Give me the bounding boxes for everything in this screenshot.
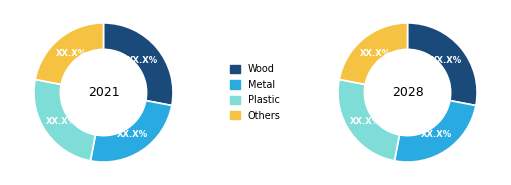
Text: XX.X%: XX.X% — [431, 56, 462, 65]
Wedge shape — [407, 23, 477, 105]
Wedge shape — [338, 80, 400, 161]
Wedge shape — [34, 80, 96, 161]
Text: XX.X%: XX.X% — [46, 117, 77, 126]
Text: XX.X%: XX.X% — [117, 130, 148, 139]
Text: XX.X%: XX.X% — [421, 130, 452, 139]
Text: XX.X%: XX.X% — [360, 49, 391, 58]
Text: 2021: 2021 — [88, 86, 119, 99]
Text: XX.X%: XX.X% — [56, 49, 87, 58]
Legend: Wood, Metal, Plastic, Others: Wood, Metal, Plastic, Others — [230, 65, 281, 120]
Wedge shape — [339, 23, 408, 84]
Wedge shape — [35, 23, 104, 84]
Text: XX.X%: XX.X% — [350, 117, 381, 126]
Wedge shape — [394, 101, 476, 162]
Text: XX.X%: XX.X% — [127, 56, 158, 65]
Text: 2028: 2028 — [391, 86, 424, 99]
Wedge shape — [90, 101, 172, 162]
Wedge shape — [103, 23, 173, 105]
